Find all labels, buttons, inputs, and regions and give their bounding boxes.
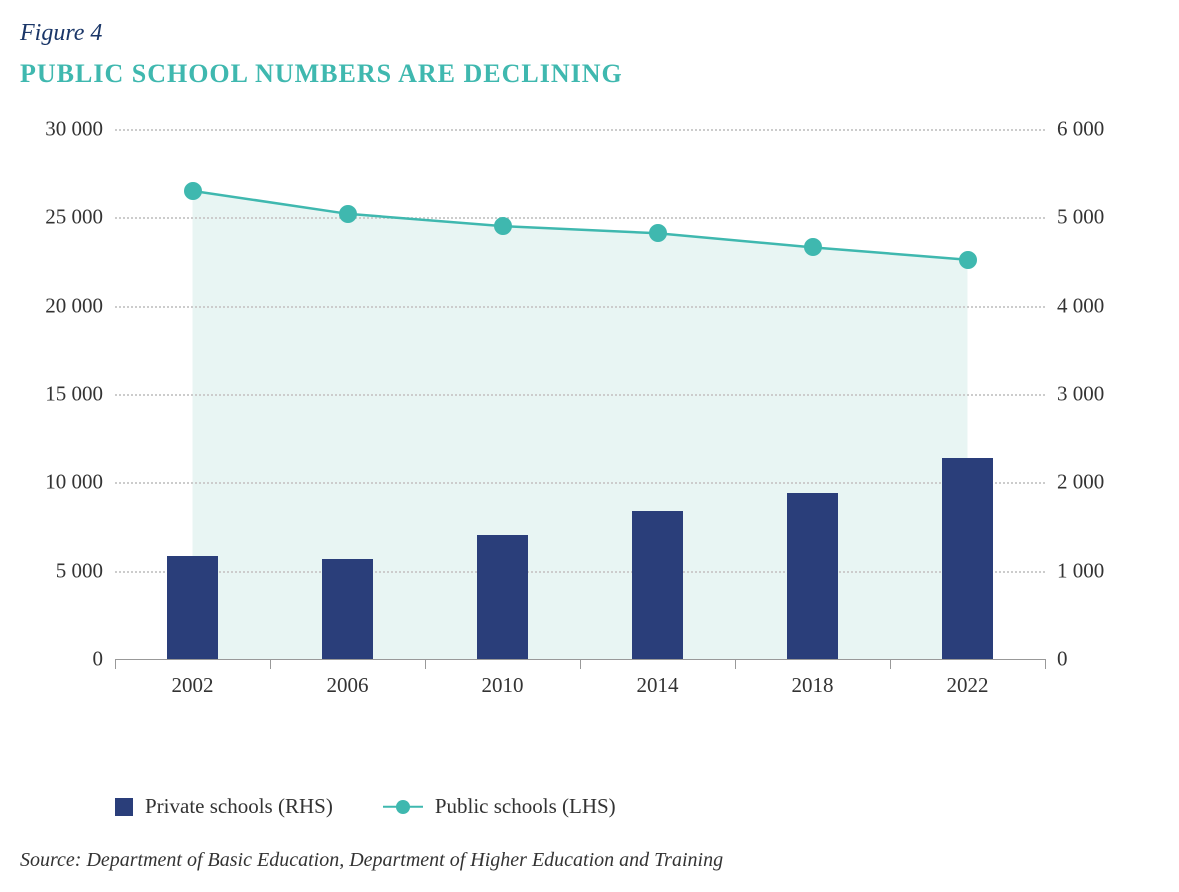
legend-item-public: Public schools (LHS) bbox=[383, 794, 616, 819]
y-left-label: 10 000 bbox=[45, 470, 103, 495]
x-tick bbox=[580, 659, 581, 669]
line-marker bbox=[649, 224, 667, 242]
y-left-label: 25 000 bbox=[45, 205, 103, 230]
x-label: 2018 bbox=[792, 673, 834, 698]
legend-label-public: Public schools (LHS) bbox=[435, 794, 616, 819]
x-label: 2022 bbox=[947, 673, 989, 698]
plot-area: 005 0001 00010 0002 00015 0003 00020 000… bbox=[115, 129, 1045, 659]
y-left-label: 0 bbox=[93, 647, 104, 672]
x-tick bbox=[270, 659, 271, 669]
line-marker bbox=[804, 238, 822, 256]
x-label: 2010 bbox=[482, 673, 524, 698]
x-label: 2002 bbox=[172, 673, 214, 698]
y-right-label: 0 bbox=[1057, 647, 1068, 672]
line-marker bbox=[339, 205, 357, 223]
chart-title: PUBLIC SCHOOL NUMBERS ARE DECLINING bbox=[20, 59, 1159, 89]
chart-container: 0 0 5 000 1 000 10 000 2 000 15 000 3 000 20 000… bbox=[20, 119, 1140, 719]
figure-label: Figure 4 bbox=[20, 20, 1159, 47]
legend-line-icon bbox=[383, 798, 423, 816]
y-left-label: 30 000 bbox=[45, 117, 103, 142]
y-right-label: 2 000 bbox=[1057, 470, 1104, 495]
line-marker bbox=[184, 182, 202, 200]
x-tick bbox=[115, 659, 116, 669]
legend: Private schools (RHS) Public schools (LH… bbox=[20, 794, 1159, 819]
x-label: 2014 bbox=[637, 673, 679, 698]
y-right-label: 1 000 bbox=[1057, 558, 1104, 583]
line-marker bbox=[959, 251, 977, 269]
x-label: 2006 bbox=[327, 673, 369, 698]
y-left-label: 20 000 bbox=[45, 293, 103, 318]
source-text: Source: Department of Basic Education, D… bbox=[20, 849, 1159, 872]
x-tick bbox=[425, 659, 426, 669]
y-right-label: 4 000 bbox=[1057, 293, 1104, 318]
y-left-label: 5 000 bbox=[56, 558, 103, 583]
y-right-label: 5 000 bbox=[1057, 205, 1104, 230]
y-left-label: 15 000 bbox=[45, 382, 103, 407]
legend-square-icon bbox=[115, 798, 133, 816]
y-right-label: 3 000 bbox=[1057, 382, 1104, 407]
y-right-label: 6 000 bbox=[1057, 117, 1104, 142]
x-tick bbox=[735, 659, 736, 669]
x-tick bbox=[890, 659, 891, 669]
legend-item-private: Private schools (RHS) bbox=[115, 794, 333, 819]
line-series bbox=[115, 129, 1045, 659]
legend-label-private: Private schools (RHS) bbox=[145, 794, 333, 819]
x-tick bbox=[1045, 659, 1046, 669]
line-marker bbox=[494, 217, 512, 235]
